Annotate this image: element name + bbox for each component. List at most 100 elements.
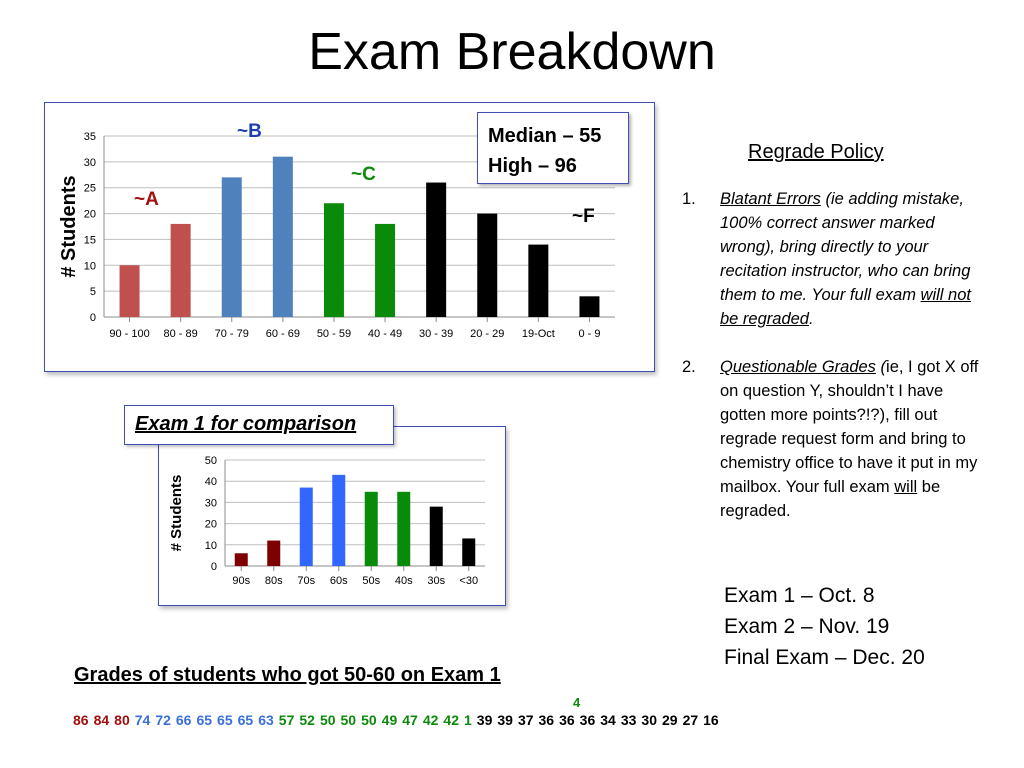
x-tick-label: 60 - 69	[266, 328, 300, 340]
bar	[397, 491, 411, 566]
grade-value: 65	[217, 712, 233, 728]
grade-value: 27	[682, 712, 699, 728]
y-tick-label: 20	[84, 209, 96, 221]
bar	[267, 540, 281, 566]
grade-value: 65	[196, 712, 213, 728]
y-axis-label: # Students	[168, 475, 185, 552]
y-axis-label: # Students	[58, 175, 80, 277]
grade-value: 50	[361, 712, 377, 728]
y-tick-label: 35	[84, 131, 96, 143]
grade-value: 49	[381, 712, 398, 728]
x-tick-label: 40s	[395, 575, 413, 587]
grade-label-f: ~F	[572, 206, 595, 227]
policy-item-text-end: be regraded	[720, 310, 809, 328]
bar	[170, 223, 191, 317]
x-tick-label: <30	[459, 575, 478, 587]
bar	[462, 538, 476, 566]
exam-2-chart-svg: 0 5 10 15 20 25 30 35 90 - 100 80 - 89 70 - 79 60 -…	[58, 131, 615, 340]
policy-item-number: 2.	[682, 358, 696, 376]
x-tick-label: 80s	[265, 575, 283, 587]
policy-item-text: (ie adding mistake, 100% correct answer …	[720, 190, 971, 304]
bar	[299, 487, 313, 566]
grade-value: 1	[463, 712, 472, 728]
x-tick-label: 90s	[232, 575, 250, 587]
bar	[272, 156, 293, 317]
y-tick-label: 30	[205, 497, 217, 509]
policy-item-text: ie, I got X off on question Y, shouldn’t…	[720, 358, 979, 496]
exam-date-1: Exam 1 – Oct. 8	[724, 584, 875, 607]
high-text: High – 96	[488, 155, 577, 177]
grade-value: 37	[517, 712, 534, 728]
x-tick-label: 60s	[330, 575, 348, 587]
x-tick-label: 50 - 59	[317, 328, 351, 340]
x-tick-label: 30 - 39	[419, 328, 453, 340]
grade-value: 33	[620, 712, 637, 728]
exam-date-2: Exam 2 – Nov. 19	[724, 615, 890, 638]
stats-box: Median – 55 High – 96	[477, 112, 629, 184]
exam-date-final: Final Exam – Dec. 20	[724, 646, 925, 669]
grade-value: 74	[134, 712, 151, 728]
policy-item-heading: Blatant Errors	[720, 190, 821, 208]
median-text: Median – 55	[488, 125, 602, 147]
grade-value: 65	[237, 712, 254, 728]
grade-value: 52	[299, 712, 315, 728]
y-tick-label: 50	[205, 455, 217, 467]
grade-value: 86	[73, 712, 89, 728]
exam-1-chart: 0 10 20 30 40 50 90s 80s 70s 60s 50s 40s 30s <30 # Stu…	[158, 426, 506, 606]
grade-value: 72	[155, 712, 171, 728]
y-tick-label: 0	[90, 312, 96, 324]
y-tick-label: 15	[84, 234, 96, 246]
grade-value: 80	[114, 712, 130, 728]
bar	[477, 213, 498, 317]
grade-value: 30	[641, 712, 657, 728]
x-tick-label: 50s	[362, 575, 380, 587]
x-tick-label: 0 - 9	[578, 328, 600, 340]
x-tick-label: 90 - 100	[109, 328, 149, 340]
bar	[332, 474, 346, 566]
x-tick-label: 70s	[297, 575, 315, 587]
x-tick-label: 40 - 49	[368, 328, 402, 340]
grade-value: 29	[661, 712, 678, 728]
grade-label-a: ~A	[134, 189, 159, 210]
grade-value: 36	[559, 712, 575, 728]
exam-1-chart-svg: 0 10 20 30 40 50 90s 80s 70s 60s 50s 40s 30s <30 # Stu…	[168, 455, 485, 587]
grades-list: 86 84 80 74 72 66 65 65 65 63 57 52 50 50 50 49 47 42 42 1 3…	[73, 712, 724, 728]
policy-item-period: .	[809, 310, 814, 328]
grade-label-c: ~C	[351, 164, 376, 185]
bar	[375, 223, 396, 317]
policy-item-1: 1. Blatant Errors (ie adding mistake, 10…	[682, 187, 982, 331]
grade-value: 34	[600, 712, 616, 728]
bar	[364, 491, 378, 566]
regrade-policy-list: 1. Blatant Errors (ie adding mistake, 10…	[682, 187, 982, 547]
x-tick-label: 20 - 29	[470, 328, 504, 340]
y-tick-label: 30	[84, 157, 96, 169]
grade-value: 57	[278, 712, 295, 728]
policy-item-emphasis: will	[894, 478, 918, 496]
bar	[528, 244, 549, 317]
policy-item-paren: (	[875, 358, 887, 376]
grade-value: 36	[579, 712, 596, 728]
policy-item-number: 1.	[682, 190, 696, 208]
grade-value: 50	[319, 712, 336, 728]
grades-superscript: 4	[573, 695, 581, 710]
grade-value: 42	[443, 712, 459, 728]
bar	[221, 177, 242, 317]
y-tick-label: 40	[205, 476, 217, 488]
policy-item-emphasis: will not	[920, 286, 971, 304]
bar	[119, 265, 140, 317]
bar	[579, 296, 600, 317]
y-tick-label: 20	[205, 519, 217, 531]
page-title: Exam Breakdown	[308, 23, 716, 81]
x-tick-label: 19-Oct	[522, 328, 555, 340]
grade-value: 47	[402, 712, 418, 728]
grade-value: 50	[340, 712, 357, 728]
y-tick-label: 0	[211, 561, 217, 573]
grade-value: 39	[476, 712, 493, 728]
y-tick-label: 10	[205, 540, 217, 552]
x-tick-label: 30s	[427, 575, 445, 587]
grades-section-title: Grades of students who got 50-60 on Exam…	[74, 664, 501, 686]
bar	[429, 506, 443, 566]
comparison-label: Exam 1 for comparison	[124, 405, 394, 445]
grade-value: 36	[538, 712, 555, 728]
grade-value: 39	[497, 712, 513, 728]
